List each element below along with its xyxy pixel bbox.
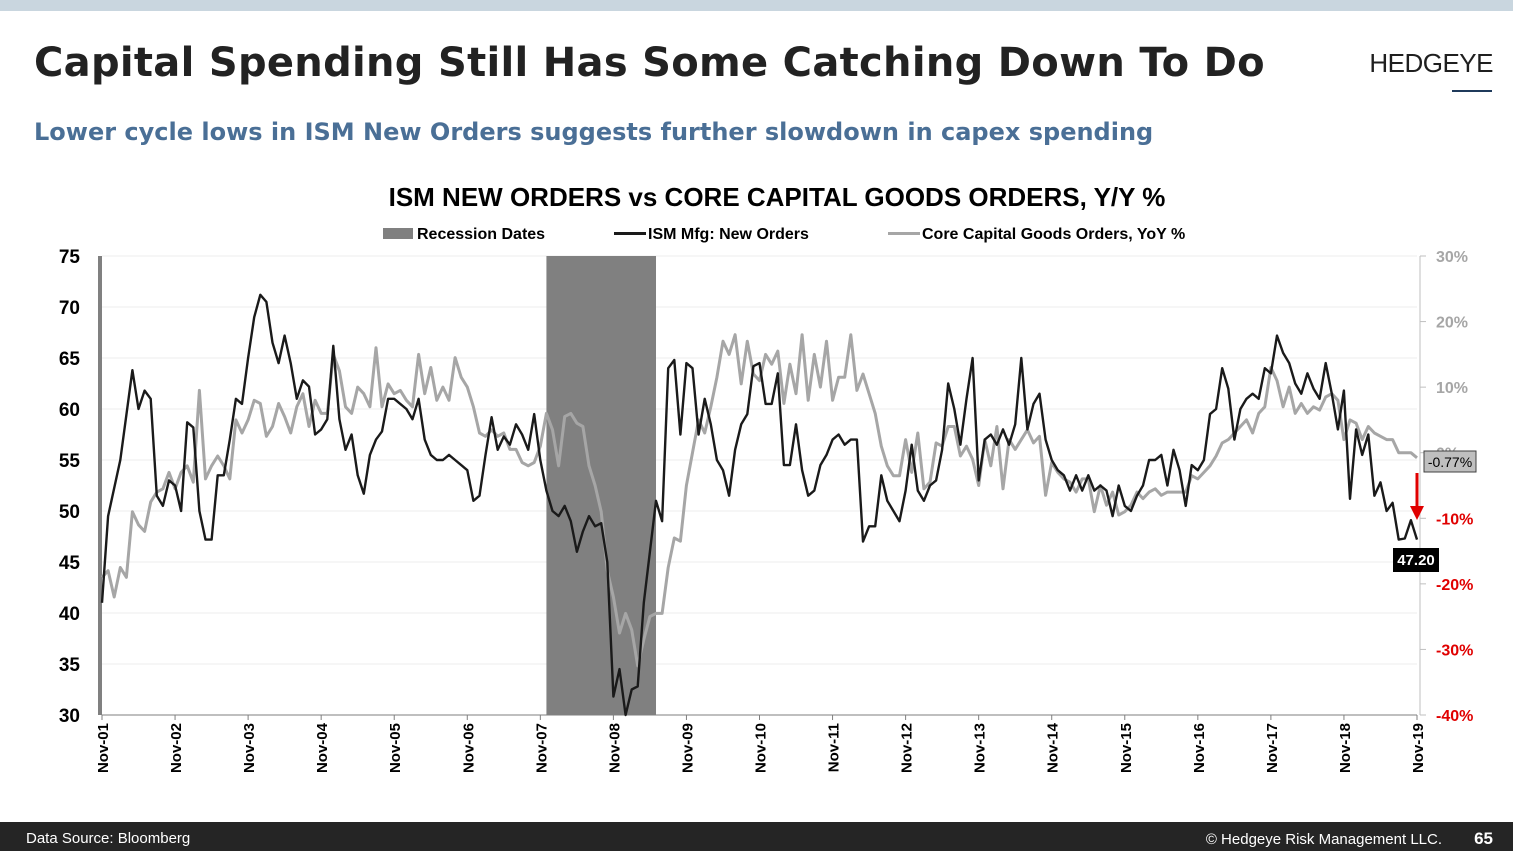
slide-title: Capital Spending Still Has Some Catching… — [34, 40, 1265, 86]
legend-label-ism: ISM Mfg: New Orders — [648, 226, 809, 243]
chart-title: ISM NEW ORDERS vs CORE CAPITAL GOODS ORD… — [389, 182, 1166, 212]
x-axis-tick-label: Nov-17 — [1264, 723, 1281, 773]
left-axis-tick-label: 35 — [59, 655, 81, 676]
recession-band — [98, 256, 102, 715]
legend-label-capex: Core Capital Goods Orders, YoY % — [922, 226, 1185, 243]
x-axis-tick-label: Nov-13 — [972, 723, 989, 773]
left-axis-tick-label: 65 — [59, 349, 81, 370]
capex-last-value-label: -0.77% — [1428, 454, 1472, 470]
chart-legend: Recession Dates ISM Mfg: New Orders Core… — [383, 226, 1185, 243]
footer-bar: Data Source: Bloomberg © Hedgeye Risk Ma… — [0, 822, 1513, 851]
right-axis-tick-label: -40% — [1436, 708, 1473, 725]
down-arrow-head — [1410, 506, 1424, 520]
brand-underline — [1452, 90, 1492, 92]
x-axis-tick-label: Nov-14 — [1045, 722, 1062, 773]
right-axis-tick-label: 20% — [1436, 315, 1468, 332]
left-axis-tick-label: 55 — [59, 451, 81, 472]
x-axis-tick-label: Nov-01 — [95, 723, 112, 773]
x-axis-tick-label: Nov-19 — [1410, 723, 1427, 773]
x-axis-tick-label: Nov-15 — [1118, 723, 1135, 773]
x-axis-tick-label: Nov-07 — [533, 723, 550, 773]
left-axis-tick-label: 70 — [59, 298, 80, 319]
legend-label-recession: Recession Dates — [417, 226, 545, 243]
chart-container: ISM NEW ORDERS vs CORE CAPITAL GOODS ORD… — [0, 170, 1513, 810]
left-axis-tick-label: 40 — [59, 604, 80, 625]
brand-logo: HEDGEYE — [1369, 48, 1493, 78]
ism-last-value-label: 47.20 — [1397, 552, 1435, 569]
x-axis-tick-label: Nov-04 — [314, 722, 331, 773]
x-axis-tick-label: Nov-12 — [899, 723, 916, 773]
recession-band — [546, 256, 657, 715]
x-axis-tick-label: Nov-18 — [1337, 723, 1354, 773]
legend-swatch-recession — [383, 228, 413, 239]
right-axis-tick-label: -10% — [1436, 511, 1473, 528]
page-number: 65 — [1474, 829, 1493, 848]
chart-series — [100, 293, 1419, 717]
core-capex-yoy-line — [100, 333, 1418, 668]
chart-annotations: -0.77% 47.20 — [1393, 450, 1477, 572]
left-y-axis: 30 35 40 45 50 55 60 65 70 75 — [59, 247, 81, 727]
slide-subtitle: Lower cycle lows in ISM New Orders sugge… — [34, 118, 1154, 146]
x-axis-tick-label: Nov-09 — [679, 723, 696, 773]
data-source-note: Data Source: Bloomberg — [26, 830, 191, 847]
right-axis-tick-label: 10% — [1436, 380, 1468, 397]
x-axis-tick-label: Nov-02 — [168, 723, 185, 773]
x-axis-tick-label: Nov-11 — [826, 723, 843, 772]
ism-last-value-box — [1393, 548, 1439, 572]
left-axis-tick-label: 60 — [59, 400, 80, 421]
capex-last-value-box — [1423, 450, 1477, 473]
chart-svg: ISM NEW ORDERS vs CORE CAPITAL GOODS ORD… — [59, 182, 1477, 773]
x-axis-tick-label: Nov-08 — [606, 723, 623, 773]
x-axis-tick-label: Nov-06 — [460, 723, 477, 773]
left-axis-tick-label: 45 — [59, 553, 81, 574]
x-axis-tick-label: Nov-10 — [753, 723, 770, 773]
x-axis-tick-label: Nov-05 — [387, 723, 404, 773]
right-axis-tick-label: -20% — [1436, 577, 1473, 594]
top-accent-strip — [0, 0, 1513, 11]
right-y-axis: -40%-30%-20%-10%0%10%20%30% — [1419, 249, 1473, 725]
x-axis: Nov-01 Nov-02 Nov-03 Nov-04 Nov-05 Nov-06 Nov-… — [95, 714, 1427, 773]
chart-gridlines — [102, 255, 1417, 665]
copyright-note: © Hedgeye Risk Management LLC. — [1205, 831, 1442, 848]
right-axis-tick-label: 30% — [1436, 249, 1468, 266]
left-axis-tick-label: 30 — [59, 706, 80, 727]
left-axis-tick-label: 75 — [59, 247, 81, 268]
right-axis-tick-label: -30% — [1436, 642, 1473, 659]
ism-new-orders-line — [100, 293, 1419, 717]
x-axis-tick-label: Nov-16 — [1191, 723, 1208, 773]
recession-bands — [98, 256, 657, 715]
x-axis-tick-label: Nov-03 — [241, 723, 258, 773]
left-axis-tick-label: 50 — [59, 502, 80, 523]
